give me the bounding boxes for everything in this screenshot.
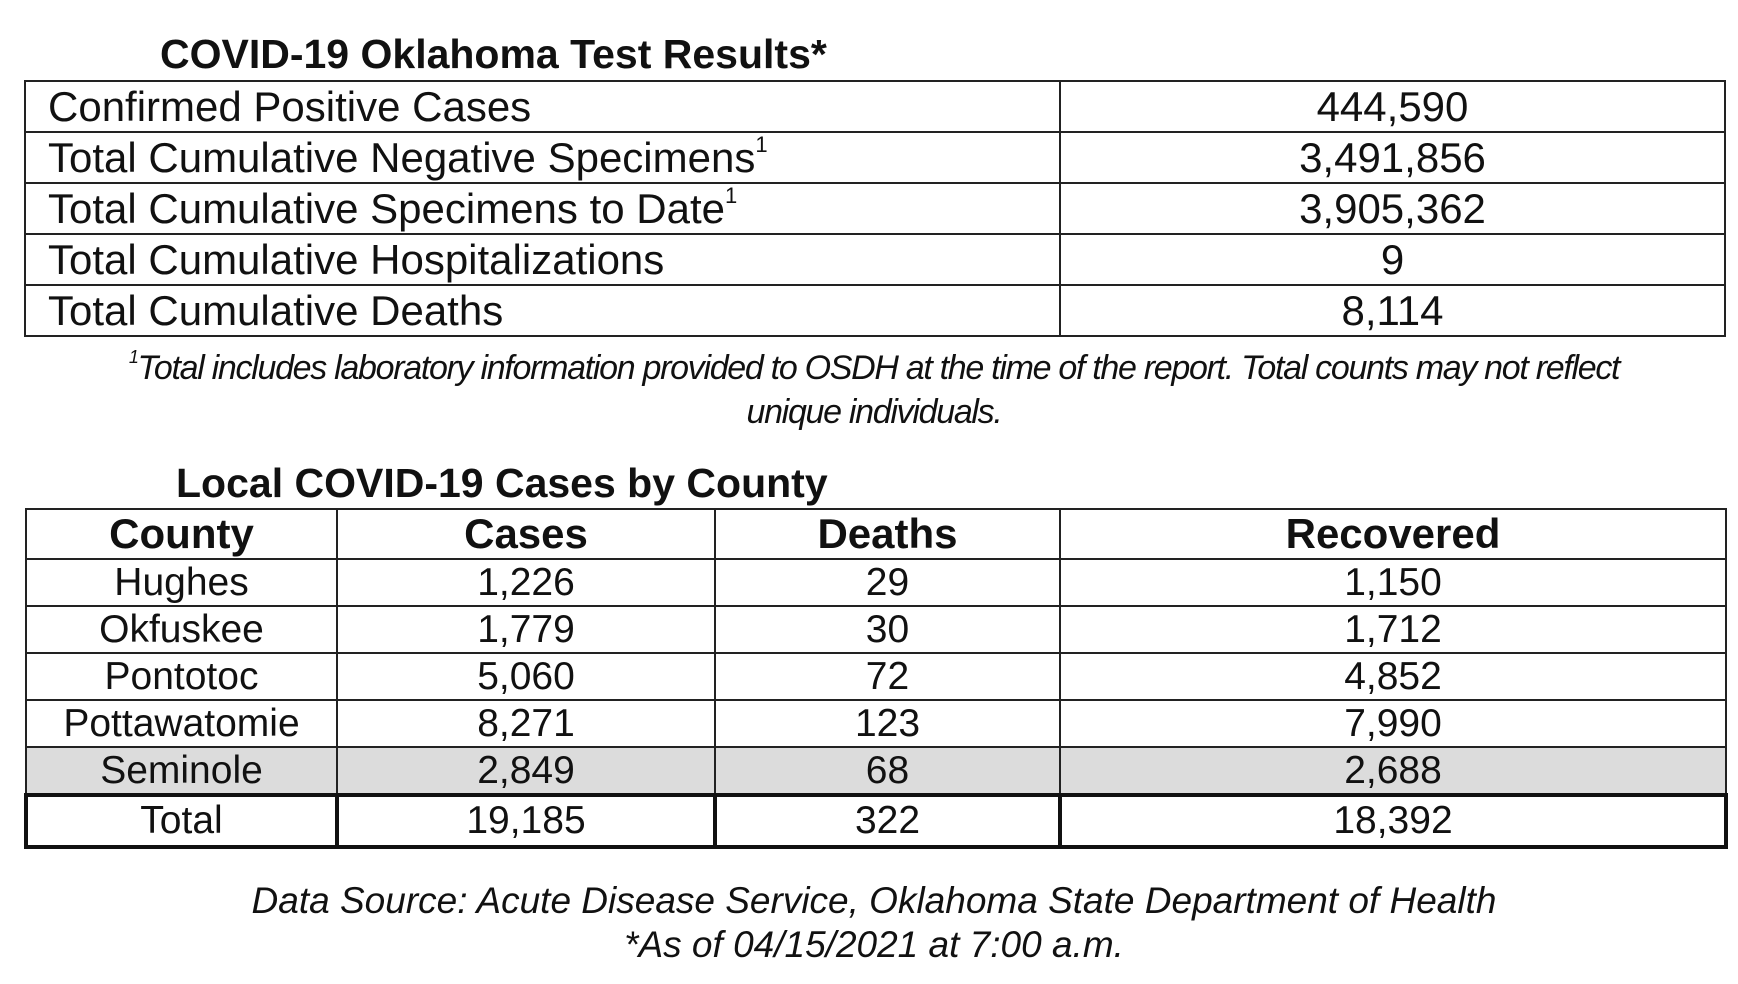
county-cases-title: Local COVID-19 Cases by County <box>176 460 828 506</box>
column-header: Recovered <box>1059 508 1727 560</box>
row-value: 444,590 <box>1059 80 1726 133</box>
column-header: Deaths <box>714 508 1061 560</box>
table-row: Total Cumulative Deaths 8,114 <box>24 284 1726 337</box>
row-label: Total Cumulative Deaths <box>24 284 1061 337</box>
table-row: Total Cumulative Hospitalizations 9 <box>24 233 1726 286</box>
as-of-note: *As of 04/15/2021 at 7:00 a.m. <box>624 924 1124 965</box>
cases-cell: 19,185 <box>335 793 717 849</box>
footnote-line: 1Total includes laboratory information p… <box>128 347 1621 387</box>
county-cell: Pontotoc <box>25 652 338 701</box>
footnote-marker: 1 <box>724 183 738 208</box>
deaths-cell: 30 <box>714 605 1061 654</box>
recovered-cell: 4,852 <box>1059 652 1727 701</box>
total-row: Total 19,185 322 18,392 <box>24 793 1728 849</box>
recovered-cell: 1,712 <box>1059 605 1727 654</box>
table-row: Confirmed Positive Cases 444,590 <box>24 80 1726 133</box>
deaths-cell: 29 <box>714 558 1061 607</box>
table-row: Total Cumulative Specimens to Date1 3,90… <box>24 182 1726 235</box>
cases-cell: 2,849 <box>336 746 716 796</box>
test-results-title: COVID-19 Oklahoma Test Results* <box>160 31 827 77</box>
row-label: Confirmed Positive Cases <box>24 80 1061 133</box>
row-label: Total Cumulative Hospitalizations <box>24 233 1061 286</box>
deaths-cell: 68 <box>714 746 1061 796</box>
recovered-cell: 2,688 <box>1059 746 1727 796</box>
deaths-cell: 72 <box>714 652 1061 701</box>
row-value: 3,491,856 <box>1059 131 1726 184</box>
table-row: Okfuskee 1,779 30 1,712 <box>25 605 1727 654</box>
cases-cell: 5,060 <box>336 652 716 701</box>
cases-cell: 8,271 <box>336 699 716 748</box>
footnote-marker: 1 <box>755 132 768 157</box>
footnote-marker: 1 <box>128 347 139 367</box>
recovered-cell: 1,150 <box>1059 558 1727 607</box>
deaths-cell: 123 <box>714 699 1061 748</box>
county-cases-table: County Cases Deaths Recovered Hughes 1,2… <box>24 508 1728 849</box>
table-row: Total Cumulative Negative Specimens1 3,4… <box>24 131 1726 184</box>
cases-cell: 1,779 <box>336 605 716 654</box>
county-cell: Okfuskee <box>25 605 338 654</box>
data-source-note: Data Source: Acute Disease Service, Okla… <box>251 880 1497 921</box>
test-results-table: Confirmed Positive Cases 444,590 Total C… <box>24 80 1726 337</box>
row-value: 3,905,362 <box>1059 182 1726 235</box>
row-value: 8,114 <box>1059 284 1726 337</box>
table-row: Pottawatomie 8,271 123 7,990 <box>25 699 1727 748</box>
county-cell: Hughes <box>25 558 338 607</box>
deaths-cell: 322 <box>713 793 1062 849</box>
recovered-cell: 7,990 <box>1059 699 1727 748</box>
recovered-cell: 18,392 <box>1058 793 1728 849</box>
header-row: County Cases Deaths Recovered <box>25 508 1727 560</box>
table-row: Pontotoc 5,060 72 4,852 <box>25 652 1727 701</box>
county-cell: Total <box>24 793 339 849</box>
county-cell: Seminole <box>25 746 338 796</box>
row-label: Total Cumulative Negative Specimens1 <box>24 131 1061 184</box>
column-header: County <box>25 508 338 560</box>
table-row: Seminole 2,849 68 2,688 <box>25 746 1727 796</box>
footnote-line: unique individuals. <box>746 393 1002 431</box>
row-label: Total Cumulative Specimens to Date1 <box>24 182 1061 235</box>
column-header: Cases <box>336 508 716 560</box>
row-value: 9 <box>1059 233 1726 286</box>
county-cell: Pottawatomie <box>25 699 338 748</box>
footnote: 1Total includes laboratory information p… <box>24 346 1724 434</box>
table-row: Hughes 1,226 29 1,150 <box>25 558 1727 607</box>
cases-cell: 1,226 <box>336 558 716 607</box>
